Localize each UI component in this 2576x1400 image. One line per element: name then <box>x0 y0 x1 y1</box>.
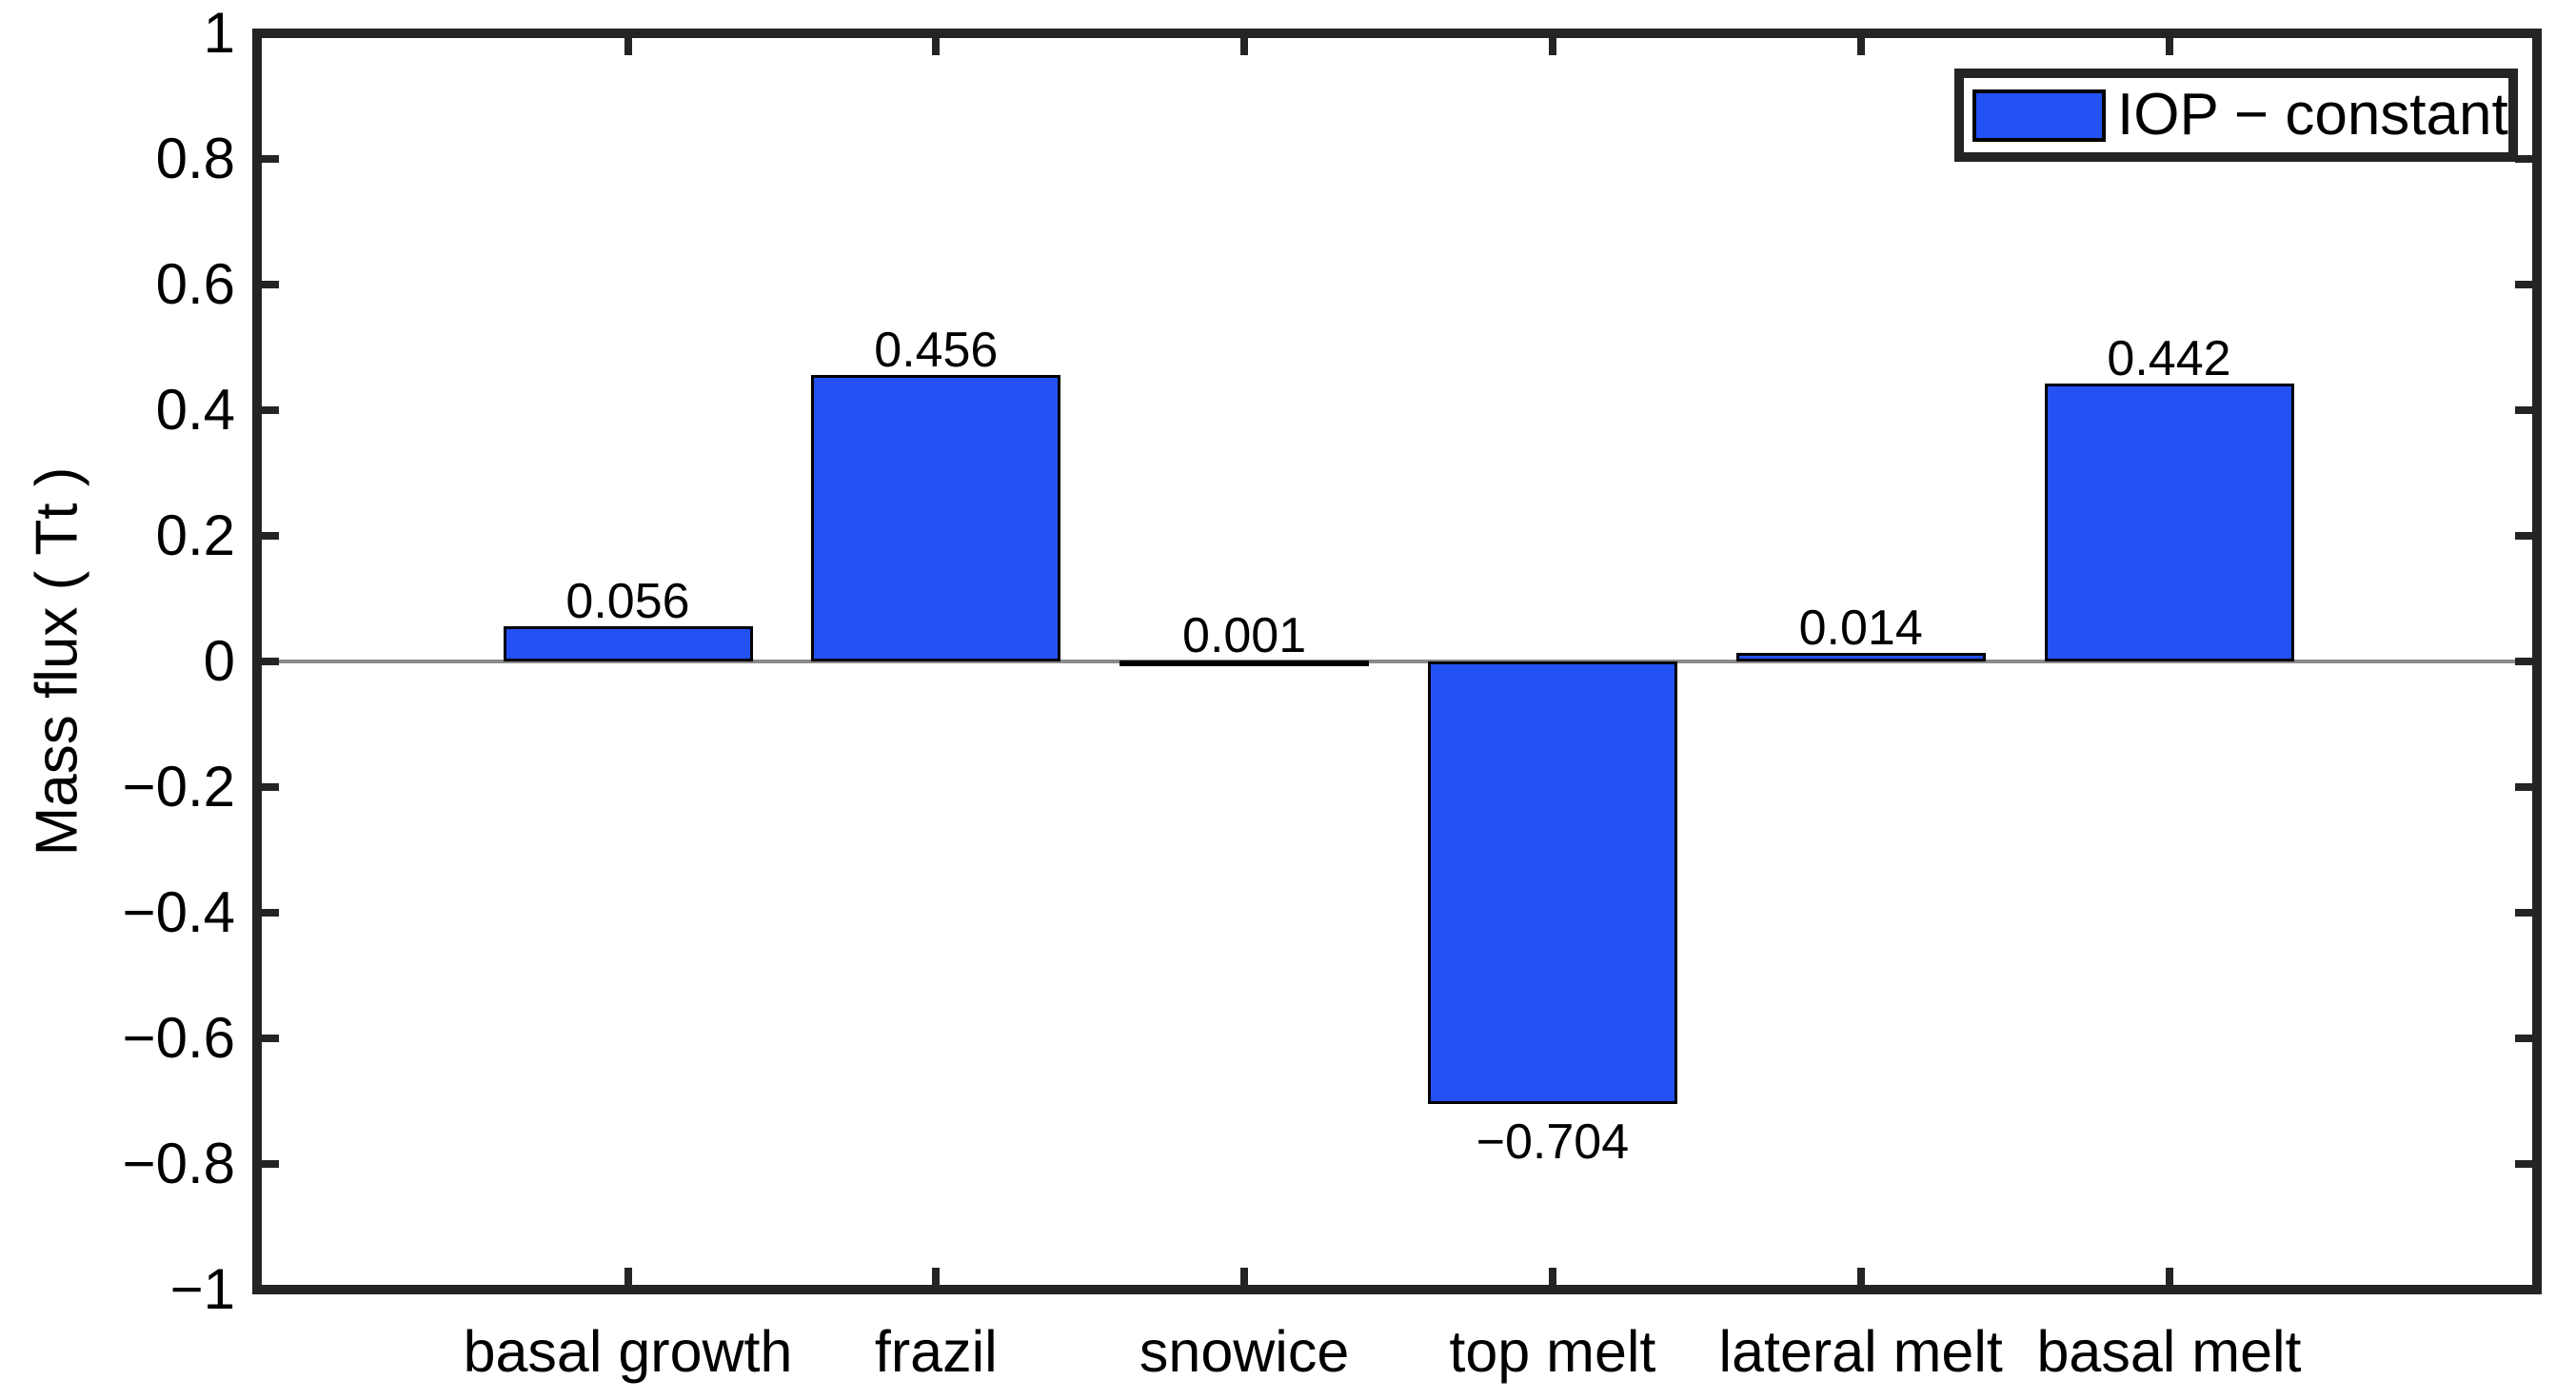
left-tick-−1 <box>257 1286 279 1293</box>
bar-value-label-basal-growth: 0.056 <box>565 574 690 629</box>
y-tick-label-0.8: 0.8 <box>155 127 235 190</box>
bar-value-label-frazil: 0.456 <box>874 323 999 378</box>
right-tick-−1 <box>2515 1286 2537 1293</box>
left-tick-0.2 <box>257 532 279 540</box>
left-tick-0.4 <box>257 406 279 414</box>
x-tick-label-lateral-melt: lateral melt <box>1718 1319 2003 1384</box>
bar-value-label-top-melt: −0.704 <box>1476 1114 1630 1170</box>
right-tick-0 <box>2515 658 2537 665</box>
right-tick-−0.6 <box>2515 1035 2537 1042</box>
right-tick-0.8 <box>2515 155 2537 163</box>
right-tick-1 <box>2515 30 2537 37</box>
legend-swatch-iop-constant <box>1972 89 2106 142</box>
legend: IOP − constant <box>1954 69 2518 162</box>
bar-value-label-snowice: 0.001 <box>1182 608 1307 663</box>
left-tick-−0.8 <box>257 1160 279 1168</box>
x-tick-label-basal-melt: basal melt <box>2036 1319 2302 1384</box>
right-tick-−0.4 <box>2515 909 2537 917</box>
y-tick-label-0.2: 0.2 <box>155 503 235 567</box>
bar-frazil <box>811 375 1061 661</box>
top-tick-top-melt <box>1548 33 1556 55</box>
right-tick-0.2 <box>2515 532 2537 540</box>
y-tick-label-−0.4: −0.4 <box>122 880 235 944</box>
y-tick-label-1: 1 <box>203 1 235 65</box>
bottom-tick-lateral-melt <box>1856 1268 1865 1290</box>
bottom-tick-top-melt <box>1548 1268 1556 1290</box>
y-tick-label-−0.6: −0.6 <box>122 1006 235 1070</box>
bar-top-melt <box>1427 661 1677 1104</box>
bottom-tick-basal-growth <box>624 1268 632 1290</box>
legend-label: IOP − constant <box>2117 82 2508 148</box>
x-tick-label-top-melt: top melt <box>1449 1319 1656 1384</box>
bar-value-label-lateral-melt: 0.014 <box>1798 601 1923 656</box>
x-tick-label-snowice: snowice <box>1139 1319 1350 1384</box>
bar-value-label-basal-melt: 0.442 <box>2107 331 2231 386</box>
left-tick-−0.6 <box>257 1035 279 1042</box>
bottom-tick-frazil <box>932 1268 941 1290</box>
y-tick-label-0.6: 0.6 <box>155 252 235 316</box>
y-tick-label-0.4: 0.4 <box>155 378 235 442</box>
bar-basal-growth <box>503 626 753 661</box>
top-tick-frazil <box>932 33 941 55</box>
left-tick-0.6 <box>257 281 279 288</box>
right-tick-−0.2 <box>2515 783 2537 791</box>
zero-line <box>257 660 2537 663</box>
top-tick-snowice <box>1240 33 1249 55</box>
right-tick-0.4 <box>2515 406 2537 414</box>
y-tick-label-−1: −1 <box>169 1257 235 1321</box>
left-tick-0.8 <box>257 155 279 163</box>
right-tick-−0.8 <box>2515 1160 2537 1168</box>
bottom-tick-snowice <box>1240 1268 1249 1290</box>
bar-lateral-melt <box>1735 653 1986 661</box>
right-tick-0.6 <box>2515 281 2537 288</box>
left-tick-−0.4 <box>257 909 279 917</box>
plot-area: 0.056 0.456 0.001 −0.704 0.014 0.442 <box>252 29 2542 1294</box>
x-tick-label-frazil: frazil <box>874 1319 998 1384</box>
y-tick-label-0: 0 <box>203 629 235 693</box>
top-tick-lateral-melt <box>1856 33 1865 55</box>
x-tick-label-basal-growth: basal growth <box>463 1319 793 1384</box>
top-tick-basal-growth <box>624 33 632 55</box>
bottom-tick-basal-melt <box>2165 1268 2173 1290</box>
left-tick-0 <box>257 658 279 665</box>
y-tick-label-−0.2: −0.2 <box>122 755 235 818</box>
left-tick-−0.2 <box>257 783 279 791</box>
bar-basal-melt <box>2044 384 2294 661</box>
y-tick-label-−0.8: −0.8 <box>122 1132 235 1195</box>
bar-snowice <box>1120 661 1370 666</box>
top-tick-basal-melt <box>2165 33 2173 55</box>
left-tick-1 <box>257 30 279 37</box>
